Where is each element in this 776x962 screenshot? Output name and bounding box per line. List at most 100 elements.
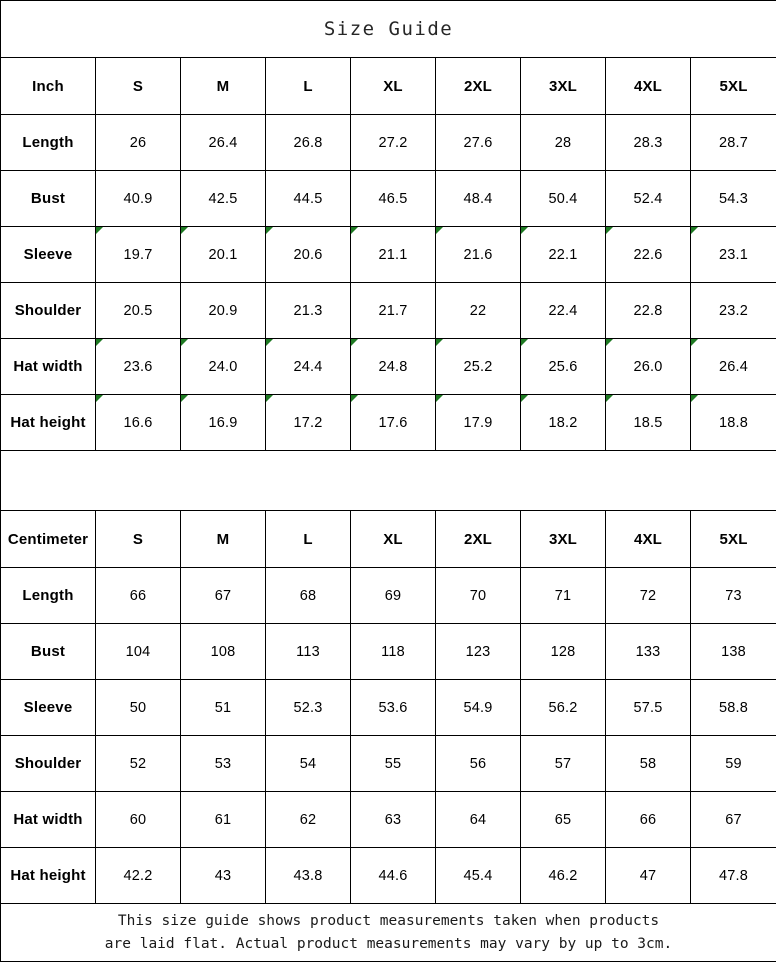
- measurement-value: 22.6: [606, 227, 691, 283]
- measurement-value: 133: [606, 624, 691, 680]
- measurement-value: 44.6: [351, 848, 436, 904]
- measurement-value: 42.2: [96, 848, 181, 904]
- measurement-value: 71: [521, 568, 606, 624]
- measurement-value: 59: [691, 736, 776, 792]
- measurement-value: 52.4: [606, 171, 691, 227]
- measurement-value: 27.6: [436, 115, 521, 171]
- size-column-header-xl: XL: [351, 58, 436, 115]
- measurement-value: 47: [606, 848, 691, 904]
- measurement-value: 66: [606, 792, 691, 848]
- measurement-value: 54.9: [436, 680, 521, 736]
- measurement-value: 54.3: [691, 171, 776, 227]
- measurement-label: Length: [1, 568, 96, 624]
- size-column-header-s: S: [96, 511, 181, 568]
- measurement-value: 50.4: [521, 171, 606, 227]
- measurement-value: 20.9: [181, 283, 266, 339]
- measurement-value: 118: [351, 624, 436, 680]
- measurement-value: 58.8: [691, 680, 776, 736]
- cell-comment-marker-icon: [266, 339, 273, 346]
- measurement-label: Sleeve: [1, 227, 96, 283]
- measurement-value: 17.6: [351, 395, 436, 451]
- title-row: Size Guide: [1, 1, 776, 58]
- size-column-header-4xl: 4XL: [606, 511, 691, 568]
- cell-comment-marker-icon: [351, 227, 358, 234]
- cell-comment-marker-icon: [181, 395, 188, 402]
- measurement-value: 28.7: [691, 115, 776, 171]
- size-column-header-3xl: 3XL: [521, 58, 606, 115]
- measurement-value: 26: [96, 115, 181, 171]
- measurement-value: 18.5: [606, 395, 691, 451]
- measurement-value: 28: [521, 115, 606, 171]
- note-line2: are laid flat. Actual product measuremen…: [1, 933, 776, 955]
- cell-comment-marker-icon: [691, 395, 698, 402]
- measurement-label: Bust: [1, 624, 96, 680]
- measurement-value: 58: [606, 736, 691, 792]
- measurement-value: 25.6: [521, 339, 606, 395]
- measurement-value: 53: [181, 736, 266, 792]
- size-column-header-5xl: 5XL: [691, 58, 776, 115]
- measurement-value: 27.2: [351, 115, 436, 171]
- measurement-value: 23.6: [96, 339, 181, 395]
- measurement-value: 60: [96, 792, 181, 848]
- measurement-value: 43.8: [266, 848, 351, 904]
- measurement-value: 24.0: [181, 339, 266, 395]
- size-column-header-2xl: 2XL: [436, 511, 521, 568]
- measurement-value: 22.4: [521, 283, 606, 339]
- measurement-value: 56.2: [521, 680, 606, 736]
- measurement-value: 24.8: [351, 339, 436, 395]
- measurement-value: 21.6: [436, 227, 521, 283]
- size-column-header-m: M: [181, 58, 266, 115]
- measurement-value: 44.5: [266, 171, 351, 227]
- measurement-value: 57: [521, 736, 606, 792]
- measurement-value: 28.3: [606, 115, 691, 171]
- cell-comment-marker-icon: [691, 339, 698, 346]
- size-column-header-5xl: 5XL: [691, 511, 776, 568]
- measurement-value: 55: [351, 736, 436, 792]
- cell-comment-marker-icon: [521, 227, 528, 234]
- cell-comment-marker-icon: [351, 339, 358, 346]
- size-column-header-s: S: [96, 58, 181, 115]
- measurement-value: 64: [436, 792, 521, 848]
- measurement-value: 21.1: [351, 227, 436, 283]
- measurement-value: 26.8: [266, 115, 351, 171]
- measurement-value: 42.5: [181, 171, 266, 227]
- cell-comment-marker-icon: [96, 227, 103, 234]
- cell-comment-marker-icon: [181, 339, 188, 346]
- measurement-value: 57.5: [606, 680, 691, 736]
- page-title: Size Guide: [1, 1, 776, 58]
- measurement-value: 22: [436, 283, 521, 339]
- table-spacer: [1, 451, 776, 511]
- measurement-value: 45.4: [436, 848, 521, 904]
- cell-comment-marker-icon: [436, 339, 443, 346]
- measurement-value: 73: [691, 568, 776, 624]
- note-line1: This size guide shows product measuremen…: [1, 910, 776, 932]
- measurement-value: 20.6: [266, 227, 351, 283]
- measurement-value: 61: [181, 792, 266, 848]
- cell-comment-marker-icon: [606, 395, 613, 402]
- measurement-value: 18.2: [521, 395, 606, 451]
- measurement-value: 23.1: [691, 227, 776, 283]
- measurement-value: 48.4: [436, 171, 521, 227]
- cell-comment-marker-icon: [521, 395, 528, 402]
- cell-comment-marker-icon: [606, 227, 613, 234]
- measurement-value: 24.4: [266, 339, 351, 395]
- size-column-header-m: M: [181, 511, 266, 568]
- cell-comment-marker-icon: [436, 395, 443, 402]
- size-column-header-l: L: [266, 58, 351, 115]
- table-spacer-row: [1, 451, 776, 511]
- measurement-label: Hat width: [1, 792, 96, 848]
- measurement-value: 25.2: [436, 339, 521, 395]
- measurement-value: 52: [96, 736, 181, 792]
- cell-comment-marker-icon: [606, 339, 613, 346]
- measurement-value: 21.7: [351, 283, 436, 339]
- measurement-value: 51: [181, 680, 266, 736]
